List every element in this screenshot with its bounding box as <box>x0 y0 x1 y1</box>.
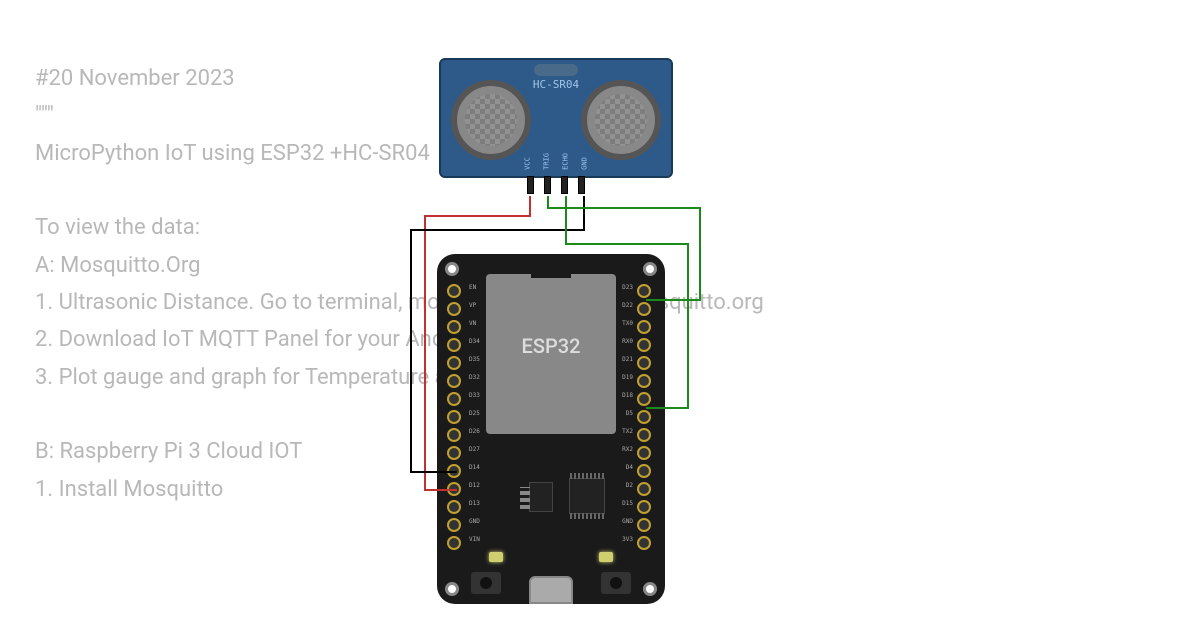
boot-button[interactable] <box>471 572 501 594</box>
usb-port-icon <box>529 576 573 604</box>
pin-label: TRIG <box>543 153 551 170</box>
usb-serial-chip-icon <box>569 478 605 514</box>
chip-label: ESP32 <box>486 334 616 358</box>
voltage-regulator-icon <box>529 482 553 512</box>
sensor-model-label: HC-SR04 <box>533 78 579 91</box>
board-pin-labels-right: D23D22TX0RX0D21D19D18D5TX2RX2D4D2D15GND3… <box>622 284 633 543</box>
pin-label: VCC <box>524 153 532 170</box>
transducer-right <box>581 80 661 160</box>
pin-row-right <box>637 284 655 550</box>
hcsr04-sensor: HC-SR04 VCC TRIG ECHO GND <box>439 58 673 178</box>
mounting-hole <box>445 262 459 276</box>
pin-label: ECHO <box>562 153 570 170</box>
sensor-pin-labels: VCC TRIG ECHO GND <box>524 153 589 170</box>
mounting-hole <box>445 582 459 596</box>
sensor-notch <box>534 64 578 76</box>
line: To view the data: <box>35 209 764 246</box>
mounting-hole <box>643 582 657 596</box>
enable-button[interactable] <box>601 572 631 594</box>
chip-shield: ESP32 <box>486 274 616 434</box>
board-pin-labels-left: ENVPVND34D35D32D33D25D26D27D14D12D13GNDV… <box>469 284 480 543</box>
mounting-hole <box>643 262 657 276</box>
esp32-board: ENVPVND34D35D32D33D25D26D27D14D12D13GNDV… <box>437 254 665 604</box>
led-icon <box>489 552 503 562</box>
led-icon <box>599 552 613 562</box>
sensor-pins <box>527 176 585 194</box>
transducer-left <box>451 80 531 160</box>
pin-row-left <box>447 284 465 550</box>
pin-label: GND <box>581 153 589 170</box>
